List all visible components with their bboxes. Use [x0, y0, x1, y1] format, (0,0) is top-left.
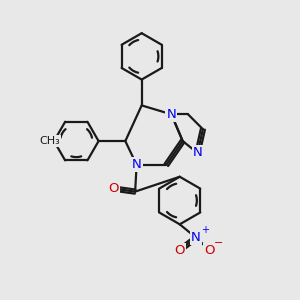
Text: N: N — [167, 108, 176, 121]
Text: O: O — [109, 182, 119, 195]
Text: O: O — [175, 244, 185, 257]
Text: N: N — [191, 231, 201, 244]
Text: +: + — [201, 225, 209, 235]
Text: −: − — [214, 238, 223, 248]
Text: O: O — [204, 244, 215, 257]
Text: N: N — [193, 146, 202, 160]
Text: N: N — [132, 158, 142, 171]
Text: CH₃: CH₃ — [39, 136, 60, 146]
